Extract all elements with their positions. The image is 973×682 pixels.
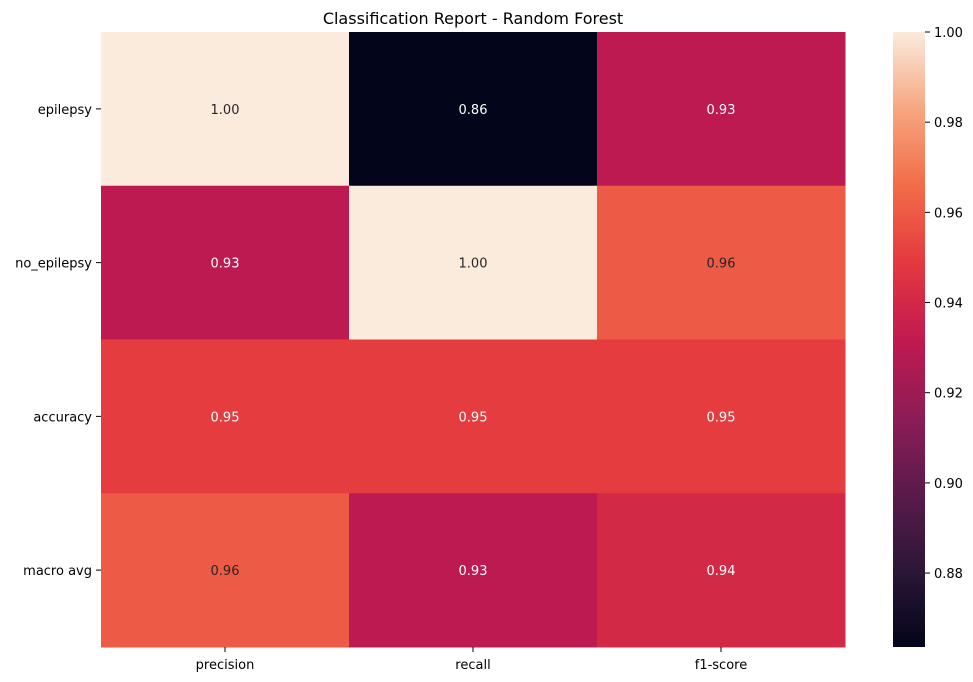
cell-value-label: 0.93 xyxy=(459,564,488,579)
heatmap-cells: 1.00 0.86 0.93 0.93 1.00 0.96 0.95 0.95 0.95 0.96… xyxy=(101,32,846,648)
heatmap-cell xyxy=(597,185,846,340)
heatmap-cell xyxy=(597,32,846,187)
x-tick-label: precision xyxy=(196,658,255,673)
cell-value-label: 0.93 xyxy=(211,257,240,272)
colorbar: 0.88 0.90 0.92 0.94 0.96 0.98 1.00 xyxy=(893,26,963,647)
y-tick-label: macro avg xyxy=(23,564,92,579)
heatmap-cell xyxy=(597,339,846,494)
heatmap-cell xyxy=(101,185,350,340)
cell-value-label: 0.95 xyxy=(707,410,736,425)
heatmap-cell xyxy=(101,493,350,648)
heatmap-cell xyxy=(597,493,846,648)
x-tick-labels: precision recall f1-score xyxy=(196,647,747,673)
cell-value-label: 0.95 xyxy=(211,410,240,425)
cell-value-label: 0.95 xyxy=(459,410,488,425)
cell-value-label: 0.94 xyxy=(707,564,736,579)
colorbar-tick-label: 0.94 xyxy=(934,297,963,312)
chart-title: Classification Report - Random Forest xyxy=(323,9,623,28)
y-tick-label: epilepsy xyxy=(38,103,92,118)
cell-value-label: 0.93 xyxy=(707,103,736,118)
colorbar-tick-label: 0.92 xyxy=(934,387,963,402)
cell-value-label: 0.96 xyxy=(707,257,736,272)
colorbar-tick-label: 0.98 xyxy=(934,116,963,131)
colorbar-tick-label: 0.96 xyxy=(934,206,963,221)
heatmap-cell xyxy=(101,32,350,187)
colorbar-tick-label: 0.90 xyxy=(934,477,963,492)
cell-value-label: 0.96 xyxy=(211,564,240,579)
x-tick-label: f1-score xyxy=(695,658,747,673)
heatmap-cell xyxy=(349,185,598,340)
x-tick-label: recall xyxy=(455,658,490,673)
y-tick-label: no_epilepsy xyxy=(15,257,92,272)
heatmap-cell xyxy=(349,339,598,494)
cell-value-label: 1.00 xyxy=(459,257,488,272)
colorbar-tick-label: 0.88 xyxy=(934,567,963,582)
cell-value-label: 0.86 xyxy=(459,103,488,118)
colorbar-gradient xyxy=(893,32,925,647)
y-tick-labels: epilepsy no_epilepsy accuracy macro avg xyxy=(15,103,101,579)
heatmap-cell xyxy=(101,339,350,494)
heatmap-cell xyxy=(349,493,598,648)
heatmap-cell xyxy=(349,32,598,187)
colorbar-tick-label: 1.00 xyxy=(934,26,963,41)
cell-value-label: 1.00 xyxy=(211,103,240,118)
y-tick-label: accuracy xyxy=(33,410,92,425)
